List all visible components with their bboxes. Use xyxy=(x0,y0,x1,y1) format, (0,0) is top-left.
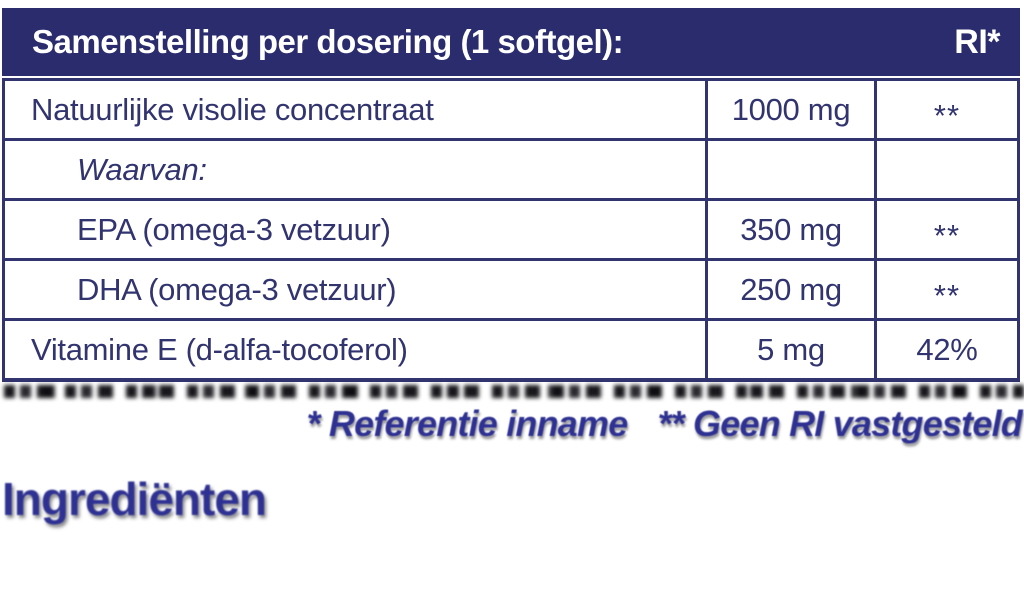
ri-cell: 42% xyxy=(874,321,1017,378)
amount-cell: 5 mg xyxy=(705,321,874,378)
supplement-facts-table: Samenstelling per dosering (1 softgel): … xyxy=(2,8,1020,382)
ri-value: ** xyxy=(933,217,961,253)
ri-cell: ** xyxy=(874,261,1017,318)
amount-cell: 1000 mg xyxy=(705,81,874,138)
ingredient-name-cell: DHA (omega-3 vetzuur) xyxy=(77,271,397,307)
table-row: EPA (omega-3 vetzuur) 350 mg ** xyxy=(5,198,1017,258)
ingredient-name-cell: EPA (omega-3 vetzuur) xyxy=(77,211,391,247)
footnote-line: * Referentie inname ** Geen RI vastgestel… xyxy=(0,403,1023,445)
table-row: Vitamine E (d-alfa-tocoferol) 5 mg 42% xyxy=(5,318,1017,378)
amount-cell: 250 mg xyxy=(705,261,874,318)
table-row: Waarvan: xyxy=(5,138,1017,198)
table-title: Samenstelling per dosering (1 softgel): xyxy=(32,23,624,60)
blurred-text-band xyxy=(0,385,1024,398)
ri-cell xyxy=(874,141,1017,198)
ri-column-header: RI* xyxy=(954,22,1000,61)
table-row: Natuurlijke visolie concentraat 1000 mg … xyxy=(5,81,1017,138)
table-header-row: Samenstelling per dosering (1 softgel): … xyxy=(2,8,1020,76)
ingredient-name-cell: Vitamine E (d-alfa-tocoferol) xyxy=(31,331,408,367)
ri-value: ** xyxy=(933,277,961,313)
amount-cell: 350 mg xyxy=(705,201,874,258)
footnote-no-ri: ** Geen RI vastgesteld xyxy=(657,403,1022,444)
ingredient-name-cell: Waarvan: xyxy=(77,151,207,187)
ingredient-name-cell: Natuurlijke visolie concentraat xyxy=(31,91,434,127)
footnote-reference-intake: * Referentie inname xyxy=(306,403,629,444)
table-body: Natuurlijke visolie concentraat 1000 mg … xyxy=(2,78,1020,382)
ingredients-heading: Ingrediënten xyxy=(2,473,267,525)
ri-cell: ** xyxy=(874,81,1017,138)
table-row: DHA (omega-3 vetzuur) 250 mg ** xyxy=(5,258,1017,318)
ri-value: ** xyxy=(933,97,961,133)
ri-cell: ** xyxy=(874,201,1017,258)
amount-cell xyxy=(705,141,874,198)
